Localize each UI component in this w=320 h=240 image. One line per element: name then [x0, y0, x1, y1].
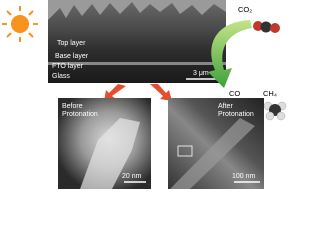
- conversion-arrow: [208, 20, 252, 88]
- molecule-label: CH₄: [263, 89, 277, 98]
- scale-label: 3 μm: [193, 70, 209, 77]
- red-arrows: [104, 84, 172, 101]
- ch4-molecule: CH₄: [263, 89, 287, 121]
- panel-title: Before: [62, 103, 83, 110]
- molecule-label: CO: [229, 89, 240, 98]
- layer-label: Glass: [52, 73, 70, 80]
- figure: Top layer Base layer FTO layer Glass 3 μ…: [2, 0, 287, 189]
- co2-molecule: CO₂: [238, 5, 280, 33]
- sun: [2, 6, 38, 42]
- scale-label: 20 nm: [122, 173, 142, 180]
- tem-panel-after: After Protonation 100 nm: [168, 98, 264, 189]
- scale-label: 100 nm: [232, 173, 256, 180]
- layer-label: Base layer: [55, 53, 89, 60]
- tem-panel-before: Before Protonation 20 nm: [58, 98, 151, 189]
- panel-title: After: [218, 103, 233, 110]
- layer-label: Top layer: [57, 40, 86, 47]
- molecule-label: CO₂: [238, 5, 252, 14]
- layer-label: FTO layer: [52, 63, 84, 70]
- panel-title: Protonation: [218, 111, 254, 118]
- sem-image: Top layer Base layer FTO layer Glass 3 μ…: [48, 0, 226, 83]
- panel-title: Protonation: [62, 111, 98, 118]
